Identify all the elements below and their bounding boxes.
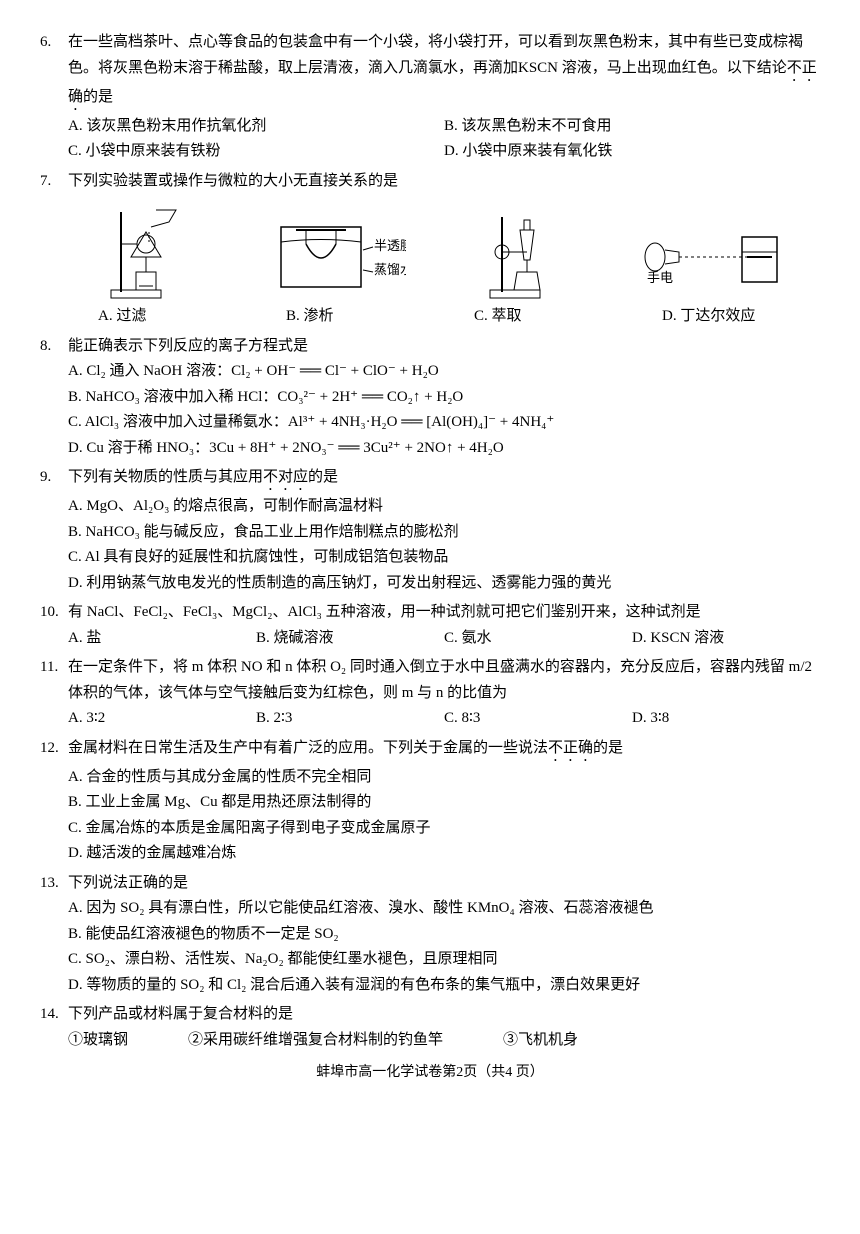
q7-fig-d: 手电 [637, 202, 787, 302]
q14-num: 14. [40, 1002, 68, 1028]
q13-option-d[interactable]: D. 等物质的量的 SO₂ 和 Cl₂ 混合后通入装有湿润的有色布条的集气瓶中，… [68, 973, 820, 999]
q6-option-b[interactable]: B. 该灰黑色粉末不可食用 [444, 114, 820, 140]
q11-option-c[interactable]: C. 8∶3 [444, 706, 632, 732]
q6-stem: 在一些高档茶叶、点心等食品的包装盒中有一个小袋，将小袋打开，可以看到灰黑色粉末，… [68, 30, 820, 114]
q10-option-b[interactable]: B. 烧碱溶液 [256, 626, 444, 652]
q9-option-a[interactable]: A. MgO、Al₂O₃ 的熔点很高，可制作耐高温材料 [68, 494, 820, 520]
q14-item-1: ①玻璃钢 [68, 1028, 128, 1054]
q10-option-d[interactable]: D. KSCN 溶液 [632, 626, 820, 652]
q7-fig-a [101, 202, 201, 302]
q7-option-a[interactable]: A. 过滤 [68, 304, 256, 330]
q7-figures: 半透膜 蒸馏水 手电 [40, 194, 820, 304]
q6-stem-text1: 在一些高档茶叶、点心等食品的包装盒中有一个小袋，将小袋打开，可以看到灰黑色粉末，… [68, 34, 803, 76]
q9-option-d[interactable]: D. 利用钠蒸气放电发光的性质制造的高压钠灯，可发出射程远、透雾能力强的黄光 [68, 571, 820, 597]
q6-num: 6. [40, 30, 68, 114]
q7-num: 7. [40, 169, 68, 195]
question-8: 8. 能正确表示下列反应的离子方程式是 A. Cl₂ 通入 NaOH 溶液：Cl… [40, 334, 820, 462]
q9-num: 9. [40, 465, 68, 494]
q12-option-a[interactable]: A. 合金的性质与其成分金属的性质不完全相同 [68, 765, 820, 791]
q12-stem-text1: 金属材料在日常生活及生产中有着广泛的应用。下列关于金属的一些说法 [68, 740, 548, 756]
fig-b-label2-svg: 蒸馏水 [374, 262, 406, 277]
q7-stem: 下列实验装置或操作与微粒的大小无直接关系的是 [68, 169, 820, 195]
q6-option-d[interactable]: D. 小袋中原来装有氧化铁 [444, 139, 820, 165]
q11-stem: 在一定条件下，将 m 体积 NO 和 n 体积 O₂ 同时通入倒立于水中且盛满水… [68, 655, 820, 706]
question-14: 14. 下列产品或材料属于复合材料的是 ①玻璃钢 ②采用碳纤维增强复合材料制的钓… [40, 1002, 820, 1053]
q7-option-c[interactable]: C. 萃取 [444, 304, 632, 330]
q9-stem-text1: 下列有关物质的性质与其应用 [68, 469, 263, 485]
q8-option-a[interactable]: A. Cl₂ 通入 NaOH 溶液：Cl₂ + OH⁻ ══ Cl⁻ + ClO… [68, 359, 820, 385]
q8-option-c[interactable]: C. AlCl₃ 溶液中加入过量稀氨水：Al³⁺ + 4NH₃·H₂O ══ [… [68, 410, 820, 436]
q8-option-d[interactable]: D. Cu 溶于稀 HNO₃：3Cu + 8H⁺ + 2NO₃⁻ ══ 3Cu²… [68, 436, 820, 462]
question-11: 11. 在一定条件下，将 m 体积 NO 和 n 体积 O₂ 同时通入倒立于水中… [40, 655, 820, 732]
q6-option-a[interactable]: A. 该灰黑色粉末用作抗氧化剂 [68, 114, 444, 140]
q7-fig-b: 半透膜 蒸馏水 [266, 202, 406, 302]
q12-option-d[interactable]: D. 越活泼的金属越难冶炼 [68, 841, 820, 867]
q7-fig-c [472, 202, 572, 302]
q9-option-c[interactable]: C. Al 具有良好的延展性和抗腐蚀性，可制成铝箔包装物品 [68, 545, 820, 571]
fig-b-label1-svg: 半透膜 [374, 238, 406, 253]
q9-stem-text2: 的是 [308, 469, 338, 485]
question-7: 7. 下列实验装置或操作与微粒的大小无直接关系的是 [40, 169, 820, 330]
q7-option-b[interactable]: B. 渗析 [256, 304, 444, 330]
q8-option-b[interactable]: B. NaHCO₃ 溶液中加入稀 HCl：CO₃²⁻ + 2H⁺ ══ CO₂↑… [68, 385, 820, 411]
q13-option-b[interactable]: B. 能使品红溶液褪色的物质不一定是 SO₂ [68, 922, 820, 948]
fig-d-label-svg: 手电 [647, 270, 673, 285]
page-footer: 蚌埠市高一化学试卷第2页（共4 页） [40, 1061, 820, 1085]
q13-stem: 下列说法正确的是 [68, 871, 820, 897]
question-6: 6. 在一些高档茶叶、点心等食品的包装盒中有一个小袋，将小袋打开，可以看到灰黑色… [40, 30, 820, 165]
q9-stem-emph: 不对应 [263, 469, 308, 485]
q11-option-b[interactable]: B. 2∶3 [256, 706, 444, 732]
q10-num: 10. [40, 600, 68, 626]
q11-option-d[interactable]: D. 3∶8 [632, 706, 820, 732]
q11-num: 11. [40, 655, 68, 706]
q12-option-b[interactable]: B. 工业上金属 Mg、Cu 都是用热还原法制得的 [68, 790, 820, 816]
q13-option-a[interactable]: A. 因为 SO₂ 具有漂白性，所以它能使品红溶液、溴水、酸性 KMnO₄ 溶液… [68, 896, 820, 922]
q14-item-3: ③飞机机身 [503, 1028, 578, 1054]
q9-option-b[interactable]: B. NaHCO₃ 能与碱反应，食品工业上用作焙制糕点的膨松剂 [68, 520, 820, 546]
q6-option-c[interactable]: C. 小袋中原来装有铁粉 [68, 139, 444, 165]
question-9: 9. 下列有关物质的性质与其应用不对应的是 A. MgO、Al₂O₃ 的熔点很高… [40, 465, 820, 596]
q13-num: 13. [40, 871, 68, 897]
q12-stem-text2: 的是 [593, 740, 623, 756]
q9-stem: 下列有关物质的性质与其应用不对应的是 [68, 465, 820, 494]
q8-num: 8. [40, 334, 68, 360]
q12-option-c[interactable]: C. 金属冶炼的本质是金属阳离子得到电子变成金属原子 [68, 816, 820, 842]
q12-stem: 金属材料在日常生活及生产中有着广泛的应用。下列关于金属的一些说法不正确的是 [68, 736, 820, 765]
question-13: 13. 下列说法正确的是 A. 因为 SO₂ 具有漂白性，所以它能使品红溶液、溴… [40, 871, 820, 999]
q12-stem-emph: 不正确 [548, 740, 593, 756]
q10-option-c[interactable]: C. 氨水 [444, 626, 632, 652]
q10-stem: 有 NaCl、FeCl₂、FeCl₃、MgCl₂、AlCl₃ 五种溶液，用一种试… [68, 600, 820, 626]
q8-stem: 能正确表示下列反应的离子方程式是 [68, 334, 820, 360]
q14-item-2: ②采用碳纤维增强复合材料制的钓鱼竿 [188, 1028, 443, 1054]
q12-num: 12. [40, 736, 68, 765]
q14-stem: 下列产品或材料属于复合材料的是 [68, 1002, 820, 1028]
question-12: 12. 金属材料在日常生活及生产中有着广泛的应用。下列关于金属的一些说法不正确的… [40, 736, 820, 867]
q6-stem-text2: 的是 [83, 89, 113, 105]
q10-option-a[interactable]: A. 盐 [68, 626, 256, 652]
q11-option-a[interactable]: A. 3∶2 [68, 706, 256, 732]
q13-option-c[interactable]: C. SO₂、漂白粉、活性炭、Na₂O₂ 都能使红墨水褪色，且原理相同 [68, 947, 820, 973]
question-10: 10. 有 NaCl、FeCl₂、FeCl₃、MgCl₂、AlCl₃ 五种溶液，… [40, 600, 820, 651]
q7-option-d[interactable]: D. 丁达尔效应 [632, 304, 820, 330]
